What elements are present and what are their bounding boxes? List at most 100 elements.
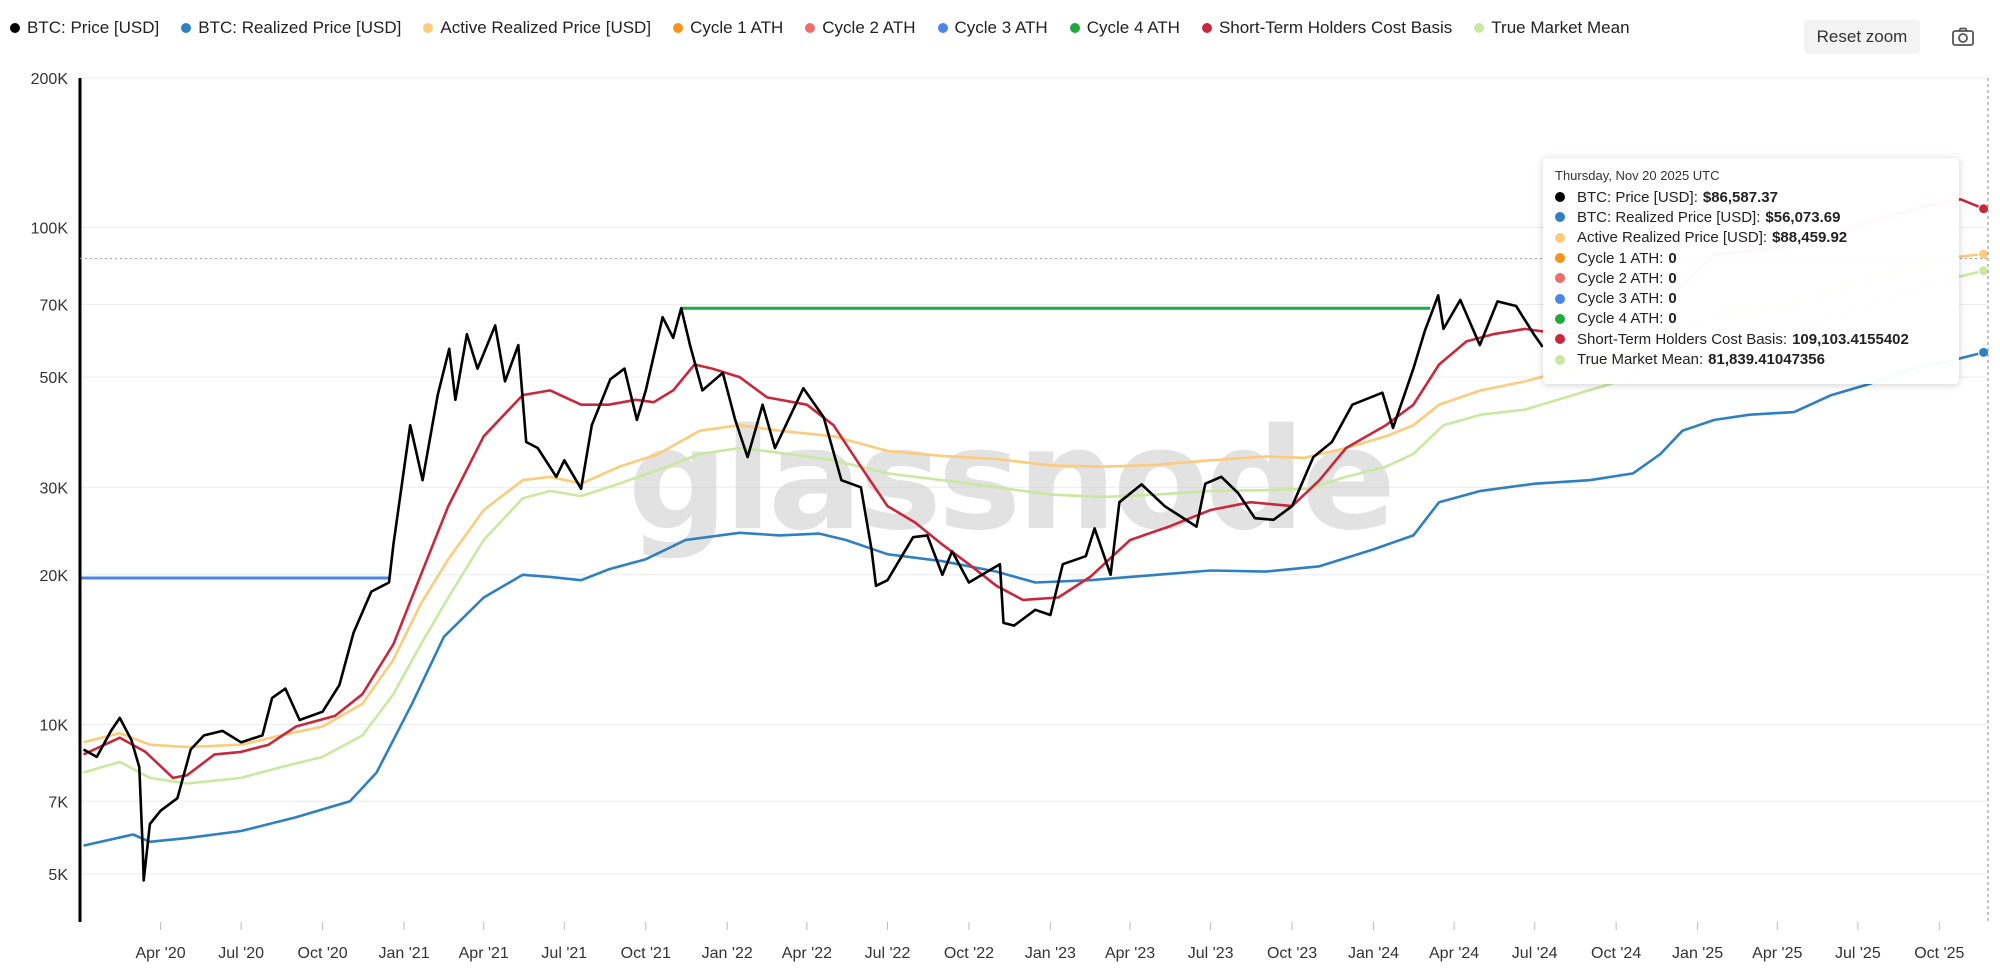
x-tick-label: Jan '23 xyxy=(1025,945,1076,962)
glassnode-watermark: glassnode xyxy=(628,399,1392,562)
legend-label: Cycle 3 ATH xyxy=(954,18,1048,37)
tooltip-dot xyxy=(1555,313,1565,324)
tooltip-label: Active Realized Price [USD] xyxy=(1577,229,1763,247)
x-tick-label: Jul '22 xyxy=(865,945,911,962)
legend-dot xyxy=(10,23,20,33)
tooltip-value: 0 xyxy=(1668,269,1677,287)
y-axis-labels: 5K 7K 10K 20K 30K 50K 70K 100K 200K xyxy=(31,71,69,884)
x-tick-label: Jul '21 xyxy=(541,945,587,962)
y-tick-label: 70K xyxy=(40,297,69,314)
x-tick-label: Oct '20 xyxy=(298,945,348,962)
legend-label: Cycle 4 ATH xyxy=(1086,18,1180,37)
tooltip-value: 0 xyxy=(1668,249,1677,267)
x-tick-label: Apr '20 xyxy=(135,945,185,962)
x-tick-label: Apr '24 xyxy=(1429,945,1479,962)
tooltip-label: True Market Mean xyxy=(1577,351,1699,369)
legend-dot xyxy=(181,23,192,33)
series-lines xyxy=(82,198,1985,882)
legend-item-sth-cost-basis[interactable]: Short-Term Holders Cost Basis xyxy=(1201,18,1453,38)
reset-zoom-button[interactable]: Reset zoom xyxy=(1804,20,1920,54)
tooltip-row-sth-cost-basis: Short-Term Holders Cost Basis:109,103.41… xyxy=(1555,329,1947,349)
y-tick-label: 100K xyxy=(31,221,69,238)
tooltip-value: 109,103.4155402 xyxy=(1792,330,1909,348)
tooltip-label: Cycle 2 ATH xyxy=(1577,269,1660,287)
legend-label: Cycle 2 ATH xyxy=(822,18,916,37)
x-tick-label: Apr '22 xyxy=(782,945,832,962)
y-tick-label: 200K xyxy=(31,71,69,88)
tooltip-row-btc-price: BTC: Price [USD]: $86,587.37 xyxy=(1555,187,1947,207)
legend-dot xyxy=(673,23,684,33)
y-tick-label: 7K xyxy=(48,794,68,811)
tooltip-value: 0 xyxy=(1668,310,1677,328)
tooltip-label: Cycle 4 ATH xyxy=(1577,310,1660,328)
tooltip-dot xyxy=(1555,192,1565,203)
y-tick-label: 30K xyxy=(40,480,69,497)
tooltip-value: $56,073.69 xyxy=(1765,208,1841,226)
legend-dot xyxy=(1474,23,1485,33)
tooltip-dot xyxy=(1555,293,1565,304)
legend-item-true-market-mean[interactable]: True Market Mean xyxy=(1474,18,1630,38)
y-tick-label: 20K xyxy=(40,568,69,585)
legend-dot xyxy=(1069,23,1080,33)
legend-item-realized-price[interactable]: BTC: Realized Price [USD] xyxy=(181,18,401,38)
legend-label: Active Realized Price [USD] xyxy=(440,18,652,37)
series-end-marker xyxy=(1978,248,1990,260)
legend-item-cycle-2-ath[interactable]: Cycle 2 ATH xyxy=(805,18,916,38)
legend-item-cycle-1-ath[interactable]: Cycle 1 ATH xyxy=(673,18,783,38)
legend-label: BTC: Price [USD] xyxy=(27,18,160,37)
ath-lines xyxy=(80,306,1431,580)
tooltip-row-cycle-2-ath: Cycle 2 ATH:0 xyxy=(1555,268,1947,288)
series-line xyxy=(83,252,1984,749)
tooltip-dot xyxy=(1555,232,1565,243)
tooltip-row-true-market-mean: True Market Mean:81,839.41047356 xyxy=(1555,349,1947,369)
tooltip-value: 0 xyxy=(1668,290,1677,308)
tooltip-value: $86,587.37 xyxy=(1702,188,1778,206)
x-tick-label: Apr '25 xyxy=(1752,945,1802,962)
tooltip-row-cycle-4-ath: Cycle 4 ATH:0 xyxy=(1555,309,1947,329)
series-end-marker xyxy=(1978,265,1990,277)
x-tick-label: Jan '24 xyxy=(1348,945,1399,962)
series-end-markers xyxy=(1978,203,1990,358)
x-tick-label: Jan '22 xyxy=(702,945,753,962)
chart-legend: BTC: Price [USD] BTC: Realized Price [US… xyxy=(10,18,1652,38)
tooltip-row-active-realized-price: Active Realized Price [USD]: $88,459.92 xyxy=(1555,228,1947,248)
tooltip-date: Thursday, Nov 20 2025 UTC xyxy=(1555,168,1720,183)
legend-label: BTC: Realized Price [USD] xyxy=(198,18,402,37)
tooltip-label: Short-Term Holders Cost Basis xyxy=(1577,330,1783,348)
x-tick-label: Oct '25 xyxy=(1914,945,1964,962)
x-tick-label: Apr '23 xyxy=(1105,945,1155,962)
tooltip-label: BTC: Price [USD] xyxy=(1577,188,1694,206)
series-end-marker xyxy=(1978,203,1990,215)
x-tick-label: Apr '21 xyxy=(459,945,509,962)
legend-label: True Market Mean xyxy=(1491,18,1630,37)
tooltip-value: 81,839.41047356 xyxy=(1708,351,1825,369)
legend-label: Short-Term Holders Cost Basis xyxy=(1218,18,1453,37)
legend-dot xyxy=(423,23,434,33)
x-tick-label: Jul '25 xyxy=(1835,945,1881,962)
camera-icon[interactable] xyxy=(1950,24,1976,50)
x-tick-label: Jul '24 xyxy=(1512,945,1558,962)
x-axis-labels: Apr '20 Jul '20 Oct '20 Jan '21 Apr '21 Jul '… xyxy=(135,922,1964,962)
x-tick-label: Jul '23 xyxy=(1188,945,1234,962)
x-tick-label: Jan '25 xyxy=(1672,945,1723,962)
tooltip-row-cycle-3-ath: Cycle 3 ATH:0 xyxy=(1555,288,1947,308)
series-line xyxy=(82,198,1985,780)
legend-item-cycle-3-ath[interactable]: Cycle 3 ATH xyxy=(937,18,1048,38)
x-tick-label: Oct '22 xyxy=(944,945,994,962)
legend-item-btc-price[interactable]: BTC: Price [USD] xyxy=(10,18,159,38)
series-end-marker xyxy=(1978,346,1990,358)
tooltip-dot xyxy=(1555,334,1565,345)
hover-tooltip: Thursday, Nov 20 2025 UTC BTC: Price [US… xyxy=(1543,158,1959,384)
legend-dot xyxy=(937,23,948,33)
legend-label: Cycle 1 ATH xyxy=(690,18,784,37)
legend-item-active-realized-price[interactable]: Active Realized Price [USD] xyxy=(423,18,651,38)
x-tick-label: Jan '21 xyxy=(379,945,430,962)
x-tick-label: Jul '20 xyxy=(218,945,264,962)
tooltip-row-cycle-1-ath: Cycle 1 ATH:0 xyxy=(1555,248,1947,268)
x-tick-label: Oct '24 xyxy=(1591,945,1641,962)
tooltip-label: Cycle 3 ATH xyxy=(1577,290,1660,308)
legend-item-cycle-4-ath[interactable]: Cycle 4 ATH xyxy=(1069,18,1180,38)
legend-dot xyxy=(1201,23,1212,33)
tooltip-row-realized-price: BTC: Realized Price [USD]: $56,073.69 xyxy=(1555,207,1947,227)
